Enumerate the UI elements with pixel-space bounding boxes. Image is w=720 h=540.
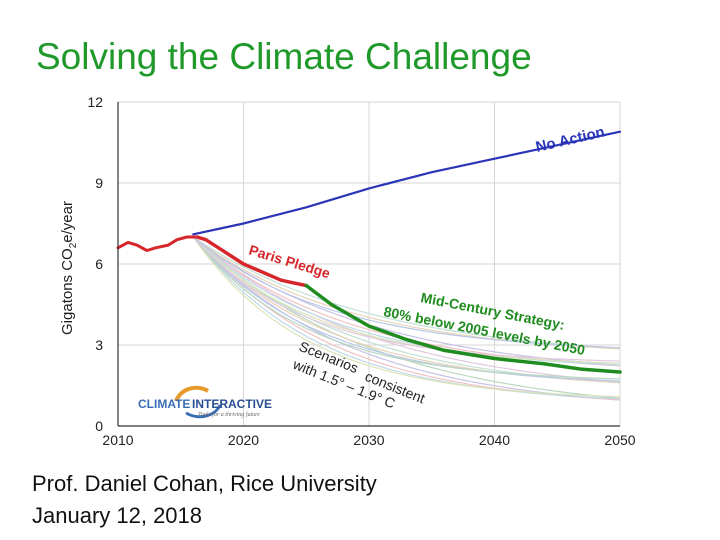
date-line: January 12, 2018 [32, 503, 203, 528]
annotation-no-action: No Action [534, 124, 606, 156]
x-tick-label-2020: 2020 [228, 432, 259, 448]
series-line-historical [116, 235, 199, 252]
scenario-line-13 [192, 236, 621, 366]
series-line-no-action [192, 130, 622, 236]
scenario-line-4 [192, 236, 621, 400]
x-tick-label-2030: 2030 [353, 432, 384, 448]
y-axis-label: Gigatons CO2e/year [59, 201, 79, 335]
author-line: Prof. Daniel Cohan, Rice University [32, 471, 377, 496]
scenario-line-5 [192, 236, 621, 398]
y-tick-label-12: 12 [87, 94, 103, 110]
x-tick-label-2040: 2040 [479, 432, 510, 448]
series-layer [116, 130, 622, 374]
axes [117, 102, 620, 427]
scenario-line-6 [192, 236, 621, 383]
y-axis-label-tail: e/year [59, 201, 76, 243]
x-tick-label-2050: 2050 [604, 432, 635, 448]
logo-brand-left: CLIMATE [138, 397, 190, 411]
climate-interactive-logo: CLIMATE INTERACTIVE Tools for a thriving… [138, 385, 272, 419]
scenario-line-14 [192, 236, 621, 364]
y-tick-label-3: 3 [95, 337, 103, 353]
slide-title: Solving the Climate Challenge [36, 36, 532, 77]
logo-tagline: Tools for a thriving future [198, 411, 260, 418]
scenario-line-10 [192, 236, 621, 380]
scenario-line-15 [192, 236, 621, 362]
scenario-line-16 [192, 236, 621, 350]
logo-swoosh-orange [174, 385, 210, 402]
y-tick-label-9: 9 [95, 175, 103, 191]
series-line-paris-pledge [195, 235, 309, 288]
x-tick-label-2010: 2010 [102, 432, 133, 448]
series-line-mid-century-strategy [304, 283, 622, 374]
y-tick-label-6: 6 [95, 256, 103, 272]
y-tick-label-0: 0 [95, 418, 103, 434]
tick-labels: 0 3 6 9 12 2010 2020 2030 2040 2050 [87, 94, 635, 448]
scenario-line-18 [192, 236, 621, 349]
logo-swoosh-blue [185, 404, 222, 419]
logo-brand-right: INTERACTIVE [192, 397, 272, 411]
scenario-line-9 [192, 236, 621, 382]
slide-footer: Prof. Daniel Cohan, Rice University Janu… [32, 468, 377, 532]
